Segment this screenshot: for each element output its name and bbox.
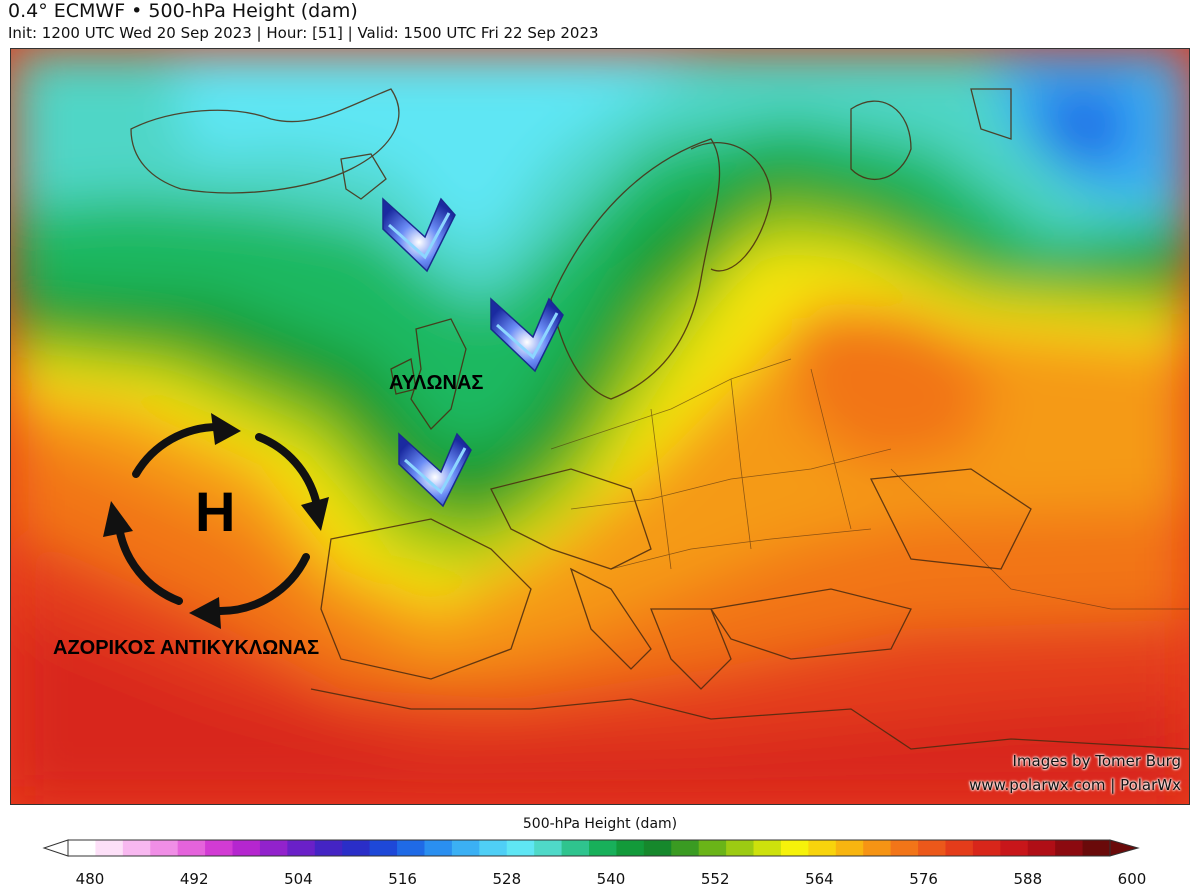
colorbar-swatch [671,840,700,856]
colorbar-svg [42,839,1140,857]
colorbar-swatch [1055,840,1084,856]
colorbar-swatch [643,840,672,856]
colorbar-title: 500-hPa Height (dam) [522,816,678,832]
colorbar-swatch [1027,840,1056,856]
chart-subtitle: Init: 1200 UTC Wed 20 Sep 2023 | Hour: [… [8,24,599,42]
colorbar-swatch [863,840,892,856]
colorbar-swatch [835,840,864,856]
colorbar-swatch [534,840,563,856]
anticyclone-arrowheads [103,413,329,629]
colorbar-swatch [369,840,398,856]
colorbar-swatch [95,840,124,856]
colorbar-tick-label: 528 [492,870,522,888]
colorbar-swatch [479,840,508,856]
colorbar-swatch [150,840,179,856]
height-field [11,49,1189,804]
colorbar-tick-label: 504 [284,870,313,888]
colorbar-tick-label: 552 [700,870,730,888]
colorbar-swatch [616,840,645,856]
colorbar-swatch [342,840,371,856]
colorbar-swatch [177,840,206,856]
trough-arrow-1 [382,197,456,273]
colorbar-swatch [945,840,974,856]
trough-arrow-3 [398,432,472,508]
trough-label: ΑΥΛΩΝΑΣ [389,372,484,394]
colorbar-swatch [698,840,727,856]
colorbar-tick-label: 516 [388,870,417,888]
colorbar-swatch [726,840,755,856]
colorbar-swatch [1082,840,1111,856]
coastlines [130,88,1189,750]
colorbar-tick-label: 480 [75,870,105,888]
credit-website: www.polarwx.com | PolarWx [969,776,1181,794]
colorbar [0,836,1200,892]
colorbar-swatch [972,840,1001,856]
colorbar-tick-label: 588 [1013,870,1043,888]
colorbar-extend-low [42,839,69,857]
borders [550,358,1189,610]
anticyclone-label: ΑΖΟΡΙΚΟΣ ΑΝΤΙΚΥΚΛΩΝΑΣ [53,637,320,659]
contour-bands [11,49,1189,804]
chart-title: 0.4° ECMWF • 500-hPa Height (dam) [8,0,358,22]
colorbar-swatch [259,840,288,856]
colorbar-swatch [780,840,809,856]
credit-author: Images by Tomer Burg [1012,752,1181,770]
height-map: ΑΥΛΩΝΑΣ H ΑΖΟΡΙΚΟΣ ΑΝΤΙΚΥΚΛΩΝΑΣ Images b… [10,48,1190,805]
colorbar-swatch [918,840,946,856]
colorbar-swatch [589,840,617,856]
colorbar-swatch [808,840,837,856]
colorbar-tick-label: 576 [909,870,938,888]
trough-arrow-2 [490,297,564,373]
colorbar-tick-label: 540 [596,870,626,888]
colorbar-swatch [232,840,261,856]
colorbar-swatch [287,840,316,856]
colorbar-border [67,839,1111,857]
colorbar-swatch [1000,840,1029,856]
high-pressure-symbol: H [195,480,236,543]
colorbar-tick-label: 564 [805,870,834,888]
colorbar-swatch [397,840,425,856]
colorbar-swatch [424,840,453,856]
colorbar-swatch [122,840,151,856]
colorbar-tick-label: 492 [179,870,209,888]
colorbar-swatch [205,840,234,856]
anticyclone-circulation-arrows [115,422,320,616]
colorbar-extend-high [1109,839,1140,857]
colorbar-swatch [753,840,782,856]
colorbar-swatch [314,840,343,856]
colorbar-swatch [561,840,590,856]
colorbar-tick-label: 600 [1117,870,1147,888]
colorbar-swatch [506,840,535,856]
colorbar-swatch [890,840,919,856]
colorbar-swatch [451,840,480,856]
colorbar-swatch [68,840,96,856]
